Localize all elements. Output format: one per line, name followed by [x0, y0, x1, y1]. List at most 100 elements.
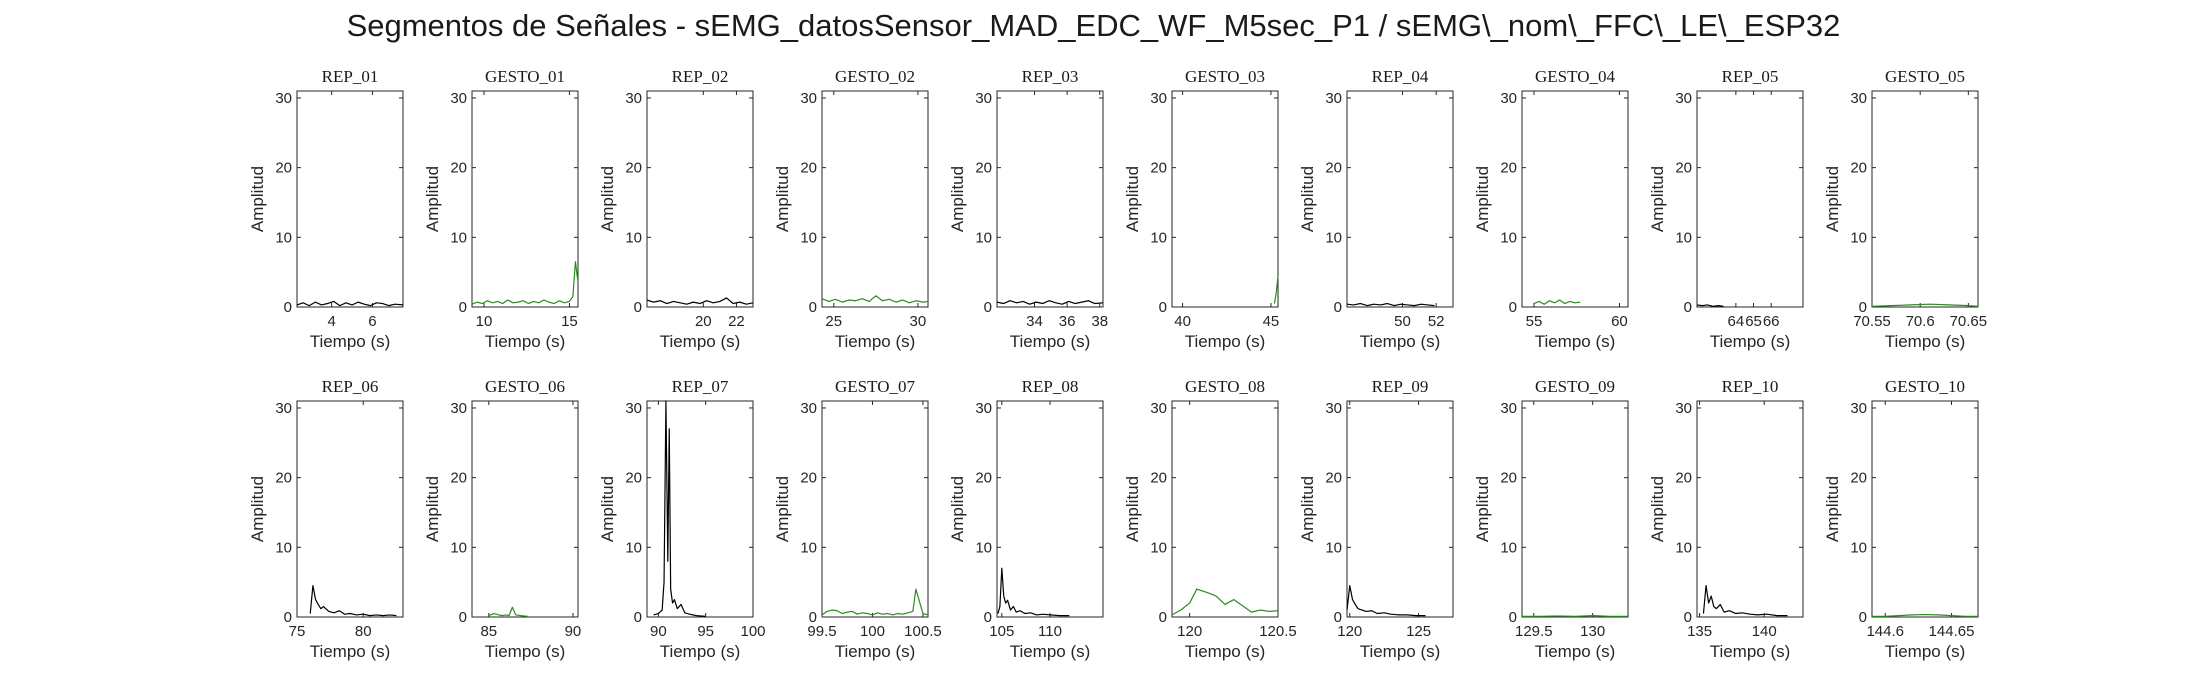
chart-14-ytick-label-2: 20 [975, 470, 992, 487]
chart-15-ytick-label-0: 0 [1159, 609, 1167, 626]
chart-5-xlabel: Tiempo (s) [1185, 332, 1266, 351]
chart-17-series-line [1522, 615, 1628, 617]
chart-0-title: REP_01 [322, 67, 379, 86]
chart-9-axes-frame [1871, 90, 1979, 308]
chart-3-xtick-label-1: 30 [910, 313, 927, 330]
chart-6-axes-frame [1346, 90, 1454, 308]
chart-3-ytick-label-2: 20 [800, 160, 817, 177]
chart-0-xtick-label-1: 6 [368, 313, 376, 330]
chart-3-title: GESTO_02 [835, 67, 915, 86]
chart-13-ytick-label-0: 0 [809, 609, 817, 626]
chart-6-ylabel: Amplitud [1298, 166, 1317, 232]
chart-18-title: REP_10 [1722, 377, 1779, 396]
chart-17-axes-frame [1521, 400, 1629, 618]
chart-1-ytick-label-3: 30 [450, 90, 467, 107]
chart-19-axes-frame [1871, 400, 1979, 618]
chart-2-ytick-label-1: 10 [625, 229, 642, 246]
chart-0-series-line [296, 300, 404, 307]
chart-14-title: REP_08 [1022, 377, 1079, 396]
chart-13-xtick-label-1: 100 [860, 623, 885, 640]
chart-0-ylabel: Amplitud [248, 166, 267, 232]
chart-4-xlabel: Tiempo (s) [1010, 332, 1091, 351]
chart-1-ytick-label-2: 20 [450, 160, 467, 177]
chart-18-xtick-label-1: 140 [1752, 623, 1777, 640]
chart-16-ylabel: Amplitud [1298, 476, 1317, 542]
chart-7-xlabel: Tiempo (s) [1535, 332, 1616, 351]
chart-17-ytick-label-1: 10 [1500, 539, 1517, 556]
chart-16-xtick-label-0: 120 [1337, 623, 1362, 640]
chart-12-ytick-label-0: 0 [634, 609, 642, 626]
chart-12-xtick-label-2: 100 [740, 623, 765, 640]
chart-3-series-line [821, 295, 929, 304]
chart-15-ytick-label-2: 20 [1150, 470, 1167, 487]
chart-10-ylabel: Amplitud [248, 476, 267, 542]
chart-7-ytick-label-3: 30 [1500, 90, 1517, 107]
chart-10-title: REP_06 [322, 377, 379, 396]
chart-9-ytick-label-1: 10 [1850, 229, 1867, 246]
chart-2-title: REP_02 [672, 67, 729, 86]
chart-15-xlabel: Tiempo (s) [1185, 642, 1266, 661]
chart-2-ylabel: Amplitud [598, 166, 617, 232]
chart-12-ytick-label-3: 30 [625, 400, 642, 417]
chart-17-ytick-label-3: 30 [1500, 400, 1517, 417]
chart-16-xlabel: Tiempo (s) [1360, 642, 1441, 661]
chart-5-ytick-label-1: 10 [1150, 229, 1167, 246]
chart-8-ytick-label-0: 0 [1684, 299, 1692, 316]
chart-2-ytick-label-2: 20 [625, 160, 642, 177]
chart-3-xlabel: Tiempo (s) [835, 332, 916, 351]
chart-10-ytick-label-1: 10 [275, 539, 292, 556]
chart-7-ytick-label-1: 10 [1500, 229, 1517, 246]
chart-18-xlabel: Tiempo (s) [1710, 642, 1791, 661]
chart-18-ytick-label-2: 20 [1675, 470, 1692, 487]
chart-4-title: REP_03 [1022, 67, 1079, 86]
chart-13-axes-frame [821, 400, 929, 618]
chart-6-ytick-label-3: 30 [1325, 90, 1342, 107]
chart-14-ytick-label-0: 0 [984, 609, 992, 626]
chart-8-ylabel: Amplitud [1648, 166, 1667, 232]
chart-13-ylabel: Amplitud [773, 476, 792, 542]
chart-1-xtick-label-1: 15 [561, 313, 578, 330]
chart-11-ytick-label-2: 20 [450, 470, 467, 487]
chart-17-xlabel: Tiempo (s) [1535, 642, 1616, 661]
chart-15-ylabel: Amplitud [1123, 476, 1142, 542]
chart-4-ytick-label-1: 10 [975, 229, 992, 246]
chart-14-xtick-label-0: 105 [989, 623, 1014, 640]
chart-16-ytick-label-0: 0 [1334, 609, 1342, 626]
chart-8-series-line [1696, 304, 1724, 307]
chart-12-ytick-label-1: 10 [625, 539, 642, 556]
chart-13-xlabel: Tiempo (s) [835, 642, 916, 661]
chart-14-axes-frame [996, 400, 1104, 618]
chart-5-ytick-label-2: 20 [1150, 160, 1167, 177]
chart-9-ytick-label-2: 20 [1850, 160, 1867, 177]
chart-11-ytick-label-3: 30 [450, 400, 467, 417]
chart-0-xtick-label-0: 4 [327, 313, 335, 330]
chart-16-ytick-label-3: 30 [1325, 400, 1342, 417]
chart-12-xtick-label-0: 90 [650, 623, 667, 640]
chart-11-xtick-label-1: 90 [565, 623, 582, 640]
figure-title: Segmentos de Señales - sEMG_datosSensor_… [346, 8, 1841, 43]
chart-11-xlabel: Tiempo (s) [485, 642, 566, 661]
chart-16-ytick-label-2: 20 [1325, 470, 1342, 487]
chart-1-title: GESTO_01 [485, 67, 565, 86]
chart-6-title: REP_04 [1372, 67, 1429, 86]
chart-19-ytick-label-0: 0 [1859, 609, 1867, 626]
chart-16-axes-frame [1346, 400, 1454, 618]
chart-14-ytick-label-1: 10 [975, 539, 992, 556]
chart-16-title: REP_09 [1372, 377, 1429, 396]
chart-15-ytick-label-1: 10 [1150, 539, 1167, 556]
chart-6-ytick-label-0: 0 [1334, 299, 1342, 316]
chart-11-axes-frame [471, 400, 579, 618]
chart-15-ytick-label-3: 30 [1150, 400, 1167, 417]
chart-4-ytick-label-0: 0 [984, 299, 992, 316]
chart-4-axes-frame [996, 90, 1104, 308]
chart-14-ytick-label-3: 30 [975, 400, 992, 417]
chart-13-xtick-label-2: 100.5 [904, 623, 942, 640]
chart-11-ytick-label-1: 10 [450, 539, 467, 556]
chart-12-xtick-label-1: 95 [697, 623, 714, 640]
chart-15-xtick-label-1: 120.5 [1259, 623, 1297, 640]
chart-7-ytick-label-0: 0 [1509, 299, 1517, 316]
chart-18-ylabel: Amplitud [1648, 476, 1667, 542]
chart-12-ylabel: Amplitud [598, 476, 617, 542]
chart-5-ytick-label-3: 30 [1150, 90, 1167, 107]
